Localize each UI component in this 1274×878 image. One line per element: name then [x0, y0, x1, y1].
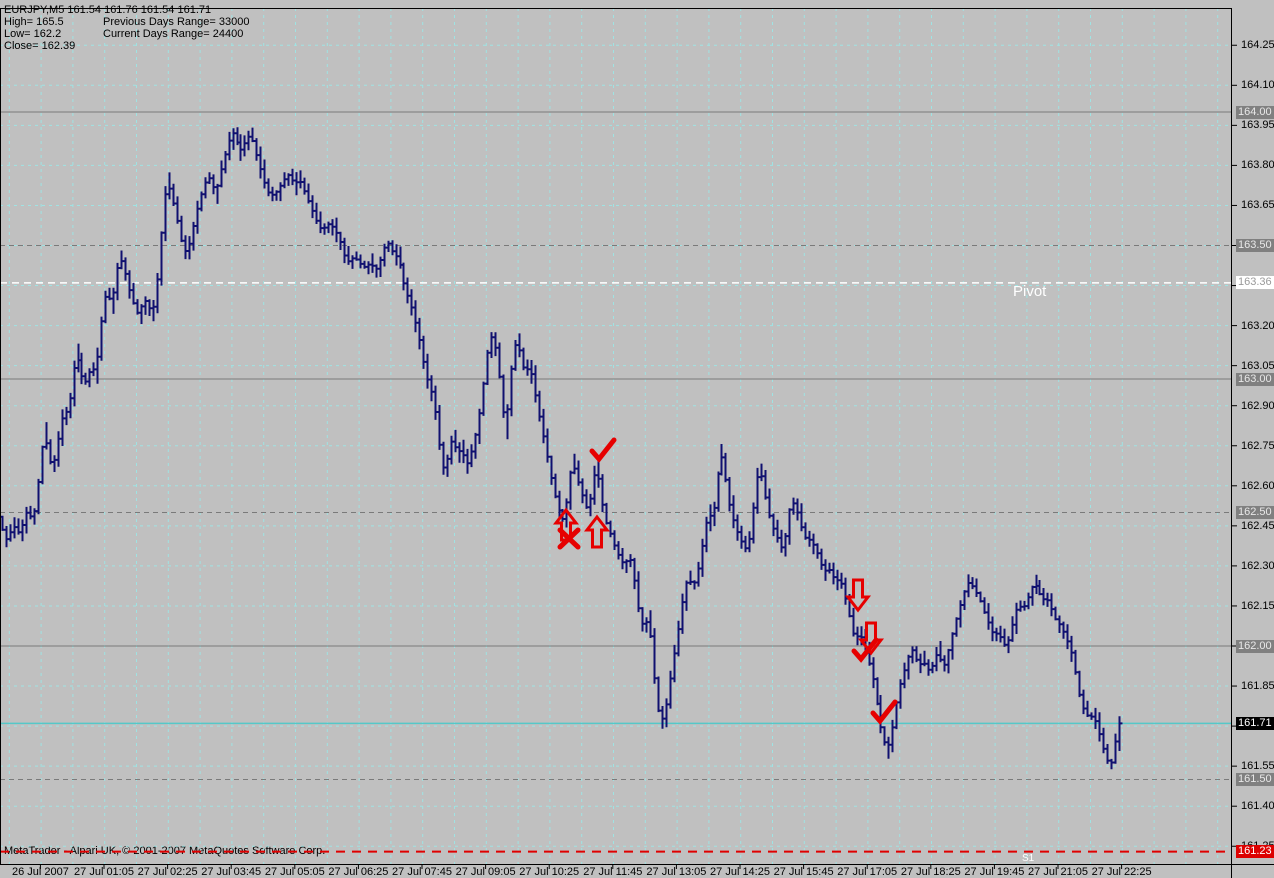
price-tick-label: 164.10	[1241, 79, 1274, 92]
price-level-badge: 163.50	[1236, 239, 1274, 252]
low-value: Low= 162.2	[4, 28, 62, 40]
current-range-value: Current Days Range= 24400	[103, 28, 244, 40]
quote-info-panel: EURJPY,M5 161.54 161.76 161.54 161.71 Hi…	[4, 4, 249, 52]
time-tick-label: 27 Jul 17:05	[837, 866, 898, 878]
pivot-line-label: Pivot	[1013, 282, 1047, 300]
price-level-badge: 162.00	[1236, 639, 1274, 653]
price-level-badge: 161.23	[1236, 845, 1274, 859]
price-tick-label: 161.40	[1241, 800, 1274, 813]
s1-line-label: S1	[1022, 852, 1035, 864]
time-tick-label: 27 Jul 05:05	[264, 866, 325, 878]
sell-arrow-icon	[857, 621, 885, 656]
price-tick-label: 163.65	[1241, 199, 1274, 212]
price-level-badge: 161.71	[1236, 716, 1274, 730]
buy-arrow-icon	[583, 514, 611, 549]
price-tick-label: 162.75	[1241, 439, 1274, 452]
high-value: High= 165.5	[4, 16, 64, 28]
level-lines-layer	[0, 111, 1231, 853]
time-tick-label: 27 Jul 19:45	[964, 866, 1025, 878]
price-level-badge: 161.50	[1236, 773, 1274, 786]
price-tick-label: 161.85	[1241, 680, 1274, 693]
symbol-ohlc-line: EURJPY,M5 161.54 161.76 161.54 161.71	[4, 4, 212, 16]
sell-arrow-icon	[844, 578, 872, 613]
time-tick-label: 27 Jul 01:05	[74, 866, 134, 878]
close-value: Close= 162.39	[4, 40, 76, 52]
price-tick-label: 162.60	[1241, 479, 1274, 492]
price-level-badge: 164.00	[1236, 105, 1274, 119]
time-tick-label: 27 Jul 21:05	[1028, 866, 1088, 878]
check-mark-icon	[851, 637, 879, 663]
x-mark-icon	[557, 527, 581, 550]
price-tick-label: 162.30	[1241, 559, 1274, 572]
ohlc-bars-layer	[0, 127, 1123, 770]
time-tick-label: 27 Jul 22:25	[1091, 866, 1152, 878]
check-mark-icon	[870, 699, 898, 725]
price-tick-label: 161.55	[1241, 760, 1274, 773]
price-tick-label: 163.05	[1241, 359, 1274, 372]
price-tick-label: 162.15	[1241, 599, 1274, 612]
price-tick-label: 163.20	[1241, 319, 1274, 332]
time-tick-label: 26 Jul 2007	[11, 866, 69, 878]
price-tick-label: 163.80	[1241, 159, 1274, 172]
low-range-line: Low= 162.2 Current Days Range= 24400	[4, 28, 249, 40]
price-level-badge: 162.50	[1236, 506, 1274, 519]
price-level-badge: 163.36	[1236, 276, 1274, 290]
price-tick-label: 164.25	[1241, 39, 1274, 52]
trade-markers-layer	[552, 437, 898, 725]
close-line: Close= 162.39	[4, 40, 249, 52]
high-range-line: High= 165.5 Previous Days Range= 33000	[4, 16, 249, 28]
previous-range-value: Previous Days Range= 33000	[103, 16, 250, 28]
time-tick-label: 27 Jul 14:25	[710, 866, 770, 878]
time-tick-label: 27 Jul 11:45	[583, 866, 643, 878]
time-tick-label: 27 Jul 18:25	[900, 866, 961, 878]
time-tick-label: 27 Jul 13:05	[646, 866, 707, 878]
time-tick-label: 27 Jul 06:25	[328, 866, 389, 878]
chart-frame	[0, 8, 1274, 878]
price-level-badge: 163.00	[1236, 372, 1274, 386]
price-tick-label: 162.90	[1241, 399, 1274, 412]
grid-layer	[0, 8, 1231, 864]
time-tick-label: 27 Jul 10:25	[519, 866, 580, 878]
time-tick-label: 27 Jul 02:25	[137, 866, 198, 878]
time-tick-label: 27 Jul 09:05	[455, 866, 516, 878]
price-tick-label: 162.45	[1241, 519, 1274, 532]
time-tick-label: 27 Jul 07:45	[392, 866, 452, 878]
time-tick-label: 27 Jul 15:45	[773, 866, 834, 878]
time-tick-label: 27 Jul 03:45	[201, 866, 262, 878]
price-tick-label: 163.95	[1241, 119, 1274, 132]
check-mark-icon	[589, 437, 617, 463]
